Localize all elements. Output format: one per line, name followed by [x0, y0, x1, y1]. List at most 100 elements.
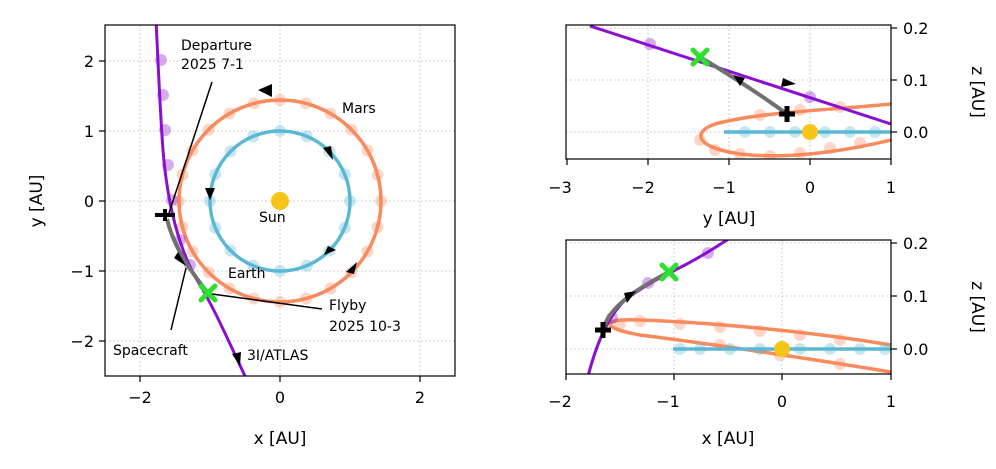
mars-orbit-marker	[371, 221, 384, 234]
comet-path-marker	[155, 54, 167, 66]
mars-orbit-marker	[834, 334, 846, 346]
y-tick-label: 0.1	[903, 71, 928, 90]
mars-orbit-marker	[300, 292, 313, 305]
sun-label: Sun	[259, 210, 286, 226]
mars-orbit-marker	[794, 104, 806, 116]
top-view-y-ticks	[99, 60, 105, 342]
mars-direction-arrow	[258, 84, 272, 97]
flyby-x-glyph	[690, 47, 710, 67]
comet-label: 3I/ATLAS	[247, 348, 308, 364]
mars-direction-arrow	[346, 262, 357, 274]
mars-orbit-marker	[274, 94, 286, 106]
mars-orbit-marker	[223, 282, 236, 295]
mars-orbit-markers	[614, 315, 846, 370]
earth-direction-arrow	[324, 246, 336, 255]
comet-path-marker	[162, 159, 174, 171]
mars-orbit-marker	[345, 123, 358, 136]
comet-direction-arrow	[781, 78, 796, 87]
earth-orbit	[208, 129, 352, 273]
top-view-grid	[105, 25, 455, 376]
x-tick-label: −2	[631, 178, 655, 197]
departure-marker	[155, 209, 175, 221]
earth-orbit-marker	[300, 130, 313, 143]
mars-orbit-marker	[614, 318, 626, 330]
y-tick-label: 0.2	[903, 234, 928, 253]
earth-orbit-marker	[674, 343, 686, 355]
departure-label-line1: Departure	[181, 38, 252, 54]
x-tick-label: 1	[886, 178, 896, 197]
earth-orbit-marker	[274, 125, 286, 137]
x-tick-label: 0	[777, 392, 787, 411]
x-tick-label: 0	[805, 178, 815, 197]
yz-y-ticks	[891, 27, 897, 133]
x-tick-label: 1	[886, 392, 896, 411]
mars-orbit-marker	[371, 168, 384, 181]
xz-frame	[565, 239, 892, 375]
earth-orbit-marker	[794, 343, 806, 355]
comet-path-marker	[702, 247, 714, 259]
side-view-yz-panel: −3 −2 −1 0 1 0.2 0.1 0.0 y [AU] z [AU]	[548, 19, 987, 229]
x-tick-label: −1	[712, 178, 736, 197]
mars-orbit-marker	[854, 137, 866, 149]
comet-direction-arrow	[232, 352, 241, 366]
flyby-label-line1: Flyby	[329, 298, 366, 314]
mars-orbit-marker	[794, 147, 806, 159]
y-tick-label: −2	[70, 332, 94, 351]
spacecraft-leader-line	[170, 267, 187, 331]
mars-orbit-marker	[247, 292, 260, 305]
earth-orbit-marker	[204, 195, 216, 207]
departure-plus-glyph	[779, 106, 795, 122]
x-tick-label: −3	[548, 178, 572, 197]
mars-orbit-marker	[324, 107, 337, 120]
mars-orbit-markers	[694, 101, 866, 159]
y-tick-label: −1	[70, 262, 94, 281]
earth-orbit-marker	[247, 259, 260, 272]
comet-path-marker	[644, 38, 656, 50]
earth-orbit-marker	[819, 126, 831, 138]
mars-orbit-marker	[176, 221, 189, 234]
y-tick-label: 0.0	[903, 340, 928, 359]
earth-orbit-marker	[824, 343, 836, 355]
earth-orbit-marker	[754, 343, 766, 355]
earth-orbit-marker	[274, 265, 286, 277]
xz-xlabel: x [AU]	[702, 429, 755, 449]
departure-label-line2: 2025 7-1	[181, 57, 244, 73]
earth-orbit-marker	[300, 259, 313, 272]
y-tick-label: 2	[84, 52, 94, 71]
yz-frame	[565, 24, 892, 160]
mars-orbit-marker	[709, 144, 721, 156]
mars-orbit-marker	[361, 245, 374, 258]
earth-orbit-marker	[694, 343, 706, 355]
departure-marker	[595, 322, 611, 338]
xz-y-ticks	[891, 242, 897, 350]
mars-orbit-marker	[824, 142, 836, 154]
earth-orbit-markers	[739, 126, 881, 138]
top-view-panel: Departure 2025 7-1 Mars Sun Earth Flyby …	[27, 24, 456, 449]
mars-orbit-marker	[375, 195, 387, 207]
mars-orbit-marker	[202, 266, 215, 279]
earth-orbit-marker	[739, 126, 751, 138]
mars-orbit-marker	[734, 148, 746, 159]
mars-orbit	[177, 98, 383, 304]
mars-orbit	[699, 102, 891, 158]
mars-orbit-marker	[754, 109, 766, 121]
mars-orbit-marker	[361, 144, 374, 157]
spacecraft-path	[698, 55, 789, 116]
yz-grid	[566, 25, 891, 159]
x-tick-label: 0	[275, 388, 285, 407]
earth-orbit-marker	[344, 195, 356, 207]
comet-path-marker	[157, 89, 169, 101]
departure-plus-glyph	[595, 322, 611, 338]
earth-orbit-marker	[764, 126, 776, 138]
earth-orbit-marker	[854, 343, 866, 355]
mars-orbit-marker	[300, 97, 313, 110]
earth-orbit-marker	[879, 343, 891, 355]
y-tick-label: 0.1	[903, 287, 928, 306]
x-tick-label: −2	[128, 388, 152, 407]
comet-path	[154, 25, 247, 376]
mars-orbit-marker	[247, 97, 260, 110]
earth-orbit-marker	[209, 168, 222, 181]
mars-orbit-marker	[223, 107, 236, 120]
flyby-marker	[690, 47, 710, 67]
